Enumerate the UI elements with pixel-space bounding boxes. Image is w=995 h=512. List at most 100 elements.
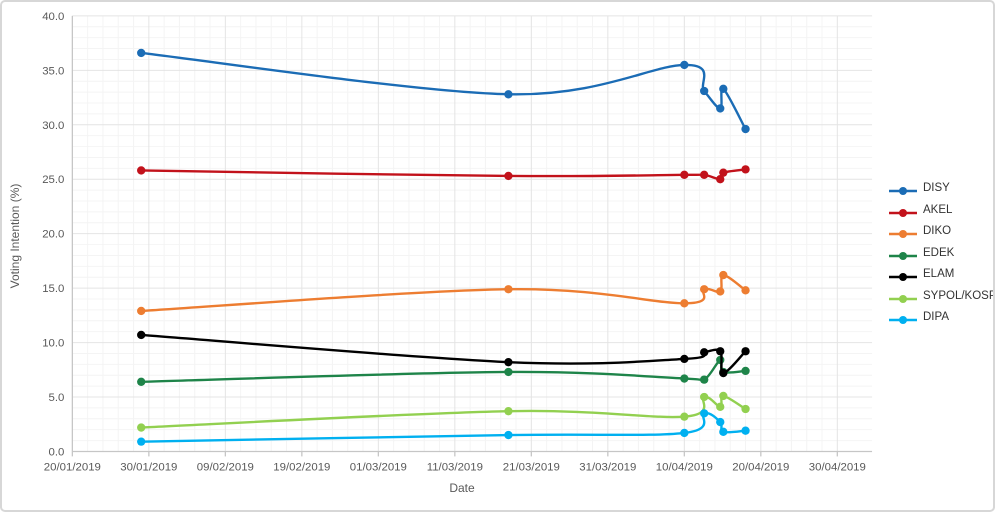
gridlines-major: [72, 15, 873, 452]
svg-text:25.0: 25.0: [42, 174, 64, 186]
data-point: [137, 423, 146, 432]
data-point: [741, 426, 750, 435]
data-point: [719, 391, 728, 401]
data-point: [719, 368, 728, 378]
svg-text:30/04/2019: 30/04/2019: [809, 461, 866, 473]
data-point: [700, 86, 709, 96]
data-point: [137, 166, 146, 175]
svg-text:5.0: 5.0: [49, 392, 65, 404]
data-point: [700, 409, 709, 418]
legend-label: SYPOL/KOSP: [923, 289, 995, 302]
svg-text:20/04/2019: 20/04/2019: [732, 461, 789, 473]
data-point: [716, 402, 725, 411]
data-point: [680, 60, 689, 70]
x-axis-title: Date: [449, 481, 475, 495]
x-tick-labels: 20/01/2019 30/01/2019 09/02/2019 19/02/2019…: [44, 461, 866, 473]
data-point: [716, 417, 725, 427]
legend-marker-icon: [888, 248, 918, 260]
data-point: [719, 84, 728, 93]
data-point: [504, 430, 513, 440]
series-elam: [137, 330, 750, 378]
data-point: [719, 270, 728, 280]
data-point: [719, 168, 728, 177]
data-point: [741, 404, 750, 414]
svg-text:31/03/2019: 31/03/2019: [579, 461, 636, 473]
svg-text:10.0: 10.0: [42, 338, 64, 350]
data-point: [700, 375, 709, 384]
data-point: [700, 348, 709, 357]
series-diko: [137, 270, 750, 316]
data-point: [504, 90, 513, 99]
data-point: [504, 367, 513, 377]
data-point: [716, 347, 725, 356]
data-point: [741, 366, 750, 376]
data-point: [700, 392, 709, 402]
legend-item-disy: DISY: [888, 182, 993, 195]
data-point: [741, 286, 750, 295]
data-point: [137, 306, 146, 316]
series-disy: [137, 48, 750, 134]
legend-item-sypol-kosp: SYPOL/KOSP: [888, 289, 995, 303]
legend-label: DISY: [923, 182, 950, 194]
data-point: [716, 104, 725, 113]
svg-text:09/02/2019: 09/02/2019: [197, 461, 254, 473]
data-point: [716, 287, 725, 296]
svg-text:35.0: 35.0: [42, 65, 64, 77]
data-point: [137, 330, 146, 340]
legend-marker-icon: [888, 205, 918, 217]
legend-label: DIPA: [923, 311, 949, 323]
svg-text:20.0: 20.0: [42, 229, 64, 241]
legend-item-edek: EDEK: [888, 246, 993, 260]
data-point: [716, 175, 725, 184]
data-point: [680, 354, 689, 364]
data-point: [504, 357, 513, 367]
data-point: [504, 171, 513, 181]
data-point: [504, 407, 513, 416]
data-point: [137, 48, 146, 58]
series-akel: [137, 165, 750, 184]
legend-item-akel: AKEL: [888, 203, 993, 217]
axes: [71, 15, 873, 457]
data-point: [680, 374, 689, 383]
legend-marker-icon: [888, 269, 918, 281]
data-point: [504, 285, 513, 294]
legend: DISY AKEL DIKO EDEK ELAM SYPOL/KOSP DIPA: [888, 182, 995, 324]
legend-marker-icon: [888, 291, 918, 303]
y-axis-title: Voting Intention (%): [8, 183, 22, 289]
data-point: [680, 170, 689, 180]
legend-item-dipa: DIPA: [888, 311, 993, 324]
legend-marker-icon: [888, 226, 918, 238]
data-point: [680, 412, 689, 421]
gridlines-minor: [72, 15, 873, 452]
data-point: [137, 377, 146, 386]
data-point: [741, 165, 750, 174]
svg-text:15.0: 15.0: [42, 283, 64, 295]
legend-label: AKEL: [923, 203, 953, 216]
legend-item-diko: DIKO: [888, 225, 993, 238]
legend-label: ELAM: [923, 268, 955, 280]
data-point: [700, 170, 709, 180]
svg-text:11/03/2019: 11/03/2019: [427, 461, 483, 473]
data-point: [741, 124, 750, 134]
svg-text:19/02/2019: 19/02/2019: [273, 461, 330, 473]
legend-item-elam: ELAM: [888, 268, 993, 281]
svg-text:20/01/2019: 20/01/2019: [44, 461, 101, 473]
data-point: [700, 285, 709, 294]
legend-marker-icon: [888, 312, 918, 324]
svg-text:30/01/2019: 30/01/2019: [120, 461, 177, 473]
legend-marker-icon: [888, 183, 918, 195]
svg-text:01/03/2019: 01/03/2019: [350, 461, 407, 473]
data-point: [741, 347, 750, 356]
legend-label: DIKO: [923, 225, 952, 237]
series-dipa: [137, 409, 750, 446]
svg-text:30.0: 30.0: [42, 120, 64, 132]
y-tick-labels: 0.0 5.0 10.0 15.0 20.0 25.0 30.0 35.0 40.0: [42, 11, 64, 459]
svg-text:40.0: 40.0: [42, 11, 64, 23]
legend-label: EDEK: [923, 246, 955, 259]
svg-text:10/04/2019: 10/04/2019: [656, 461, 713, 473]
data-point: [137, 437, 146, 446]
svg-text:0.0: 0.0: [49, 446, 65, 458]
data-point: [719, 427, 728, 436]
